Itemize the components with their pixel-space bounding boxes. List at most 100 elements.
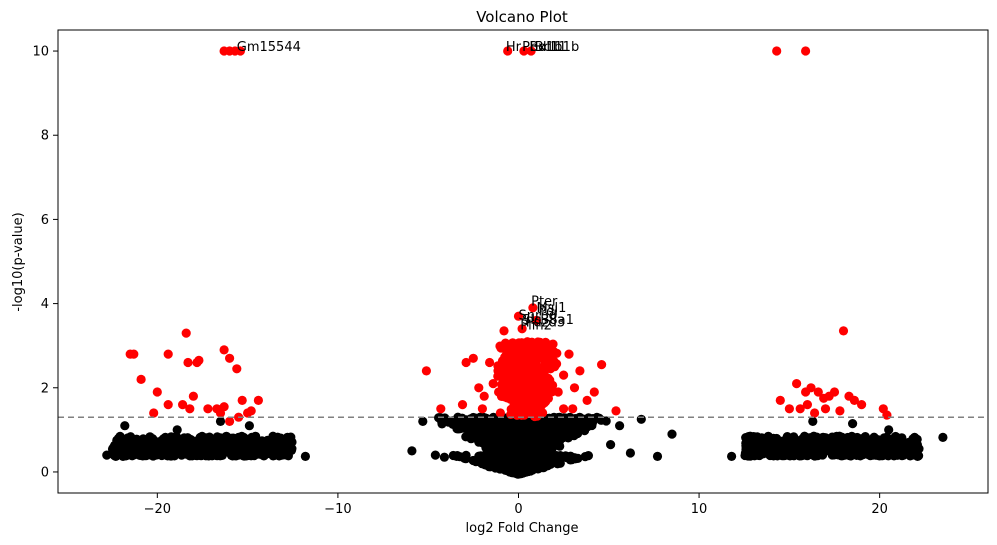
- significant-point: [178, 400, 188, 410]
- gene-label: Pdl: [538, 304, 558, 319]
- nonsignificant-point: [533, 430, 543, 440]
- x-axis-label: log2 Fold Change: [466, 521, 579, 536]
- nonsignificant-point: [553, 429, 564, 439]
- significant-point: [461, 357, 471, 368]
- y-axis: 0 2 4 6 8 10: [32, 45, 58, 480]
- data-points: [102, 46, 948, 479]
- significant-point: [559, 404, 569, 414]
- nonsignificant-point: [767, 439, 777, 449]
- significant-point: [536, 388, 546, 398]
- nonsignificant-point: [120, 421, 130, 431]
- nonsignificant-point: [527, 443, 537, 453]
- significant-point: [235, 46, 245, 56]
- gene-label: Pdzd3: [526, 316, 565, 331]
- significant-point: [508, 338, 518, 348]
- significant-point: [152, 387, 162, 397]
- significant-point: [531, 400, 542, 410]
- significant-point: [802, 400, 813, 410]
- significant-point: [517, 324, 527, 334]
- nonsignificant-point: [533, 438, 544, 448]
- significant-point: [835, 406, 845, 416]
- nonsignificant-point: [461, 419, 471, 429]
- significant-point: [775, 395, 785, 405]
- nonsignificant-point: [418, 416, 428, 426]
- nonsignificant-point: [497, 434, 507, 444]
- significant-point: [784, 404, 795, 414]
- significant-point: [163, 349, 173, 359]
- significant-point: [553, 387, 563, 397]
- significant-point: [548, 339, 558, 349]
- significant-point: [149, 408, 159, 418]
- nonsignificant-point: [835, 435, 845, 445]
- gene-label: Pbx1b: [522, 40, 562, 55]
- significant-point: [136, 374, 146, 384]
- significant-point: [485, 357, 495, 368]
- nonsignificant-point: [561, 418, 572, 428]
- nonsignificant-point: [524, 418, 534, 428]
- nonsignificant-point: [652, 451, 663, 461]
- significant-point: [219, 345, 229, 355]
- nonsignificant-point: [493, 441, 503, 451]
- significant-point: [219, 402, 229, 412]
- nonsignificant-point: [772, 451, 783, 461]
- gene-label: Bcl11b: [535, 40, 579, 55]
- significant-point: [504, 364, 514, 374]
- significant-point: [528, 386, 538, 396]
- nonsignificant-point: [569, 418, 579, 428]
- significant-point: [497, 379, 507, 390]
- y-axis-label: -log10(p-value): [11, 212, 26, 311]
- nonsignificant-point: [222, 436, 232, 446]
- nonsignificant-point: [280, 435, 291, 445]
- significant-point: [813, 387, 823, 397]
- nonsignificant-point: [794, 441, 804, 451]
- nonsignificant-point: [625, 448, 636, 458]
- nonsignificant-point: [606, 440, 616, 450]
- nonsignificant-point: [522, 464, 532, 474]
- significant-point: [185, 404, 195, 414]
- significant-point: [474, 383, 484, 393]
- nonsignificant-point: [752, 446, 762, 456]
- significant-point: [532, 364, 542, 374]
- x-tick-label: 10: [691, 502, 708, 517]
- nonsignificant-point: [300, 451, 310, 461]
- nonsignificant-point: [888, 440, 898, 450]
- nonsignificant-point: [531, 460, 541, 470]
- nonsignificant-point: [148, 451, 158, 461]
- nonsignificant-point: [864, 450, 874, 460]
- y-tick-label: 10: [32, 45, 49, 60]
- significant-point: [611, 406, 621, 416]
- nonsignificant-point: [546, 459, 556, 469]
- nonsignificant-point: [884, 425, 894, 435]
- gene-label: Msl1: [537, 301, 567, 316]
- nonsignificant-point: [175, 437, 185, 447]
- nonsignificant-point: [563, 433, 573, 443]
- plot-frame: [57, 29, 989, 494]
- significant-point: [820, 404, 831, 414]
- significant-point: [436, 404, 446, 414]
- significant-point: [792, 379, 802, 389]
- significant-point: [849, 395, 860, 405]
- nonsignificant-point: [438, 414, 448, 424]
- nonsignificant-point: [848, 419, 858, 429]
- nonsignificant-point: [249, 445, 259, 455]
- significant-point: [559, 370, 569, 380]
- nonsignificant-point: [228, 448, 238, 458]
- significant-point: [528, 303, 538, 313]
- chart-title: Volcano Plot: [476, 8, 568, 26]
- significant-point: [542, 388, 552, 398]
- significant-point: [503, 46, 513, 56]
- nonsignificant-point: [615, 421, 625, 431]
- significant-point: [514, 338, 524, 348]
- nonsignificant-point: [823, 434, 833, 444]
- nonsignificant-point: [489, 420, 499, 430]
- significant-point: [806, 383, 816, 393]
- nonsignificant-point: [109, 442, 119, 452]
- significant-point: [564, 349, 574, 359]
- significant-point: [810, 408, 820, 418]
- nonsignificant-point: [799, 431, 810, 441]
- nonsignificant-point: [876, 450, 886, 460]
- significant-point: [772, 46, 782, 56]
